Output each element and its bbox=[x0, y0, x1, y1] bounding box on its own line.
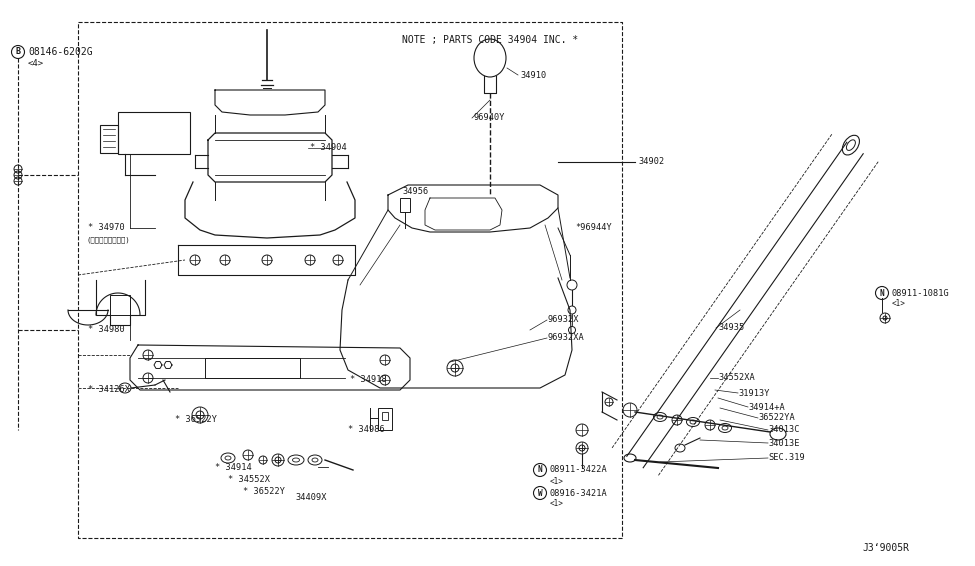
Bar bbox=[382, 412, 388, 420]
Text: 96940Y: 96940Y bbox=[473, 114, 504, 122]
Bar bbox=[378, 408, 392, 430]
Text: 34013C: 34013C bbox=[768, 426, 800, 435]
Text: 34552XA: 34552XA bbox=[718, 374, 755, 383]
Text: W: W bbox=[537, 488, 542, 498]
Text: 08911-1081G: 08911-1081G bbox=[892, 289, 950, 298]
Text: <1>: <1> bbox=[550, 500, 564, 508]
Bar bbox=[205, 358, 300, 378]
Text: *96944Y: *96944Y bbox=[575, 224, 611, 233]
Text: <1>: <1> bbox=[892, 299, 906, 308]
Text: 96932X: 96932X bbox=[548, 315, 579, 324]
Text: N: N bbox=[537, 465, 542, 474]
Text: 34956: 34956 bbox=[402, 187, 428, 196]
Text: 36522YA: 36522YA bbox=[758, 414, 795, 422]
Text: (構成部品は非販売): (構成部品は非販売) bbox=[86, 237, 130, 243]
Text: * 34126X: * 34126X bbox=[88, 385, 130, 395]
Text: * 36522Y: * 36522Y bbox=[175, 415, 217, 424]
Text: <1>: <1> bbox=[550, 477, 564, 486]
Text: 34914+A: 34914+A bbox=[748, 402, 785, 411]
Text: * 34918: * 34918 bbox=[350, 375, 387, 384]
Text: 31913Y: 31913Y bbox=[738, 388, 769, 397]
Text: * 34552X: * 34552X bbox=[228, 475, 270, 484]
Bar bbox=[100, 125, 118, 153]
Text: * 34904: * 34904 bbox=[310, 144, 347, 152]
Text: NOTE ; PARTS CODE 34904 INC. *: NOTE ; PARTS CODE 34904 INC. * bbox=[402, 35, 578, 45]
Text: * 34986: * 34986 bbox=[348, 426, 385, 435]
Text: 34013E: 34013E bbox=[768, 439, 800, 448]
Text: 34902: 34902 bbox=[638, 157, 664, 166]
Text: J3‘9005R: J3‘9005R bbox=[862, 543, 909, 553]
Bar bbox=[118, 112, 190, 154]
Text: <4>: <4> bbox=[28, 58, 44, 67]
Bar bbox=[110, 295, 130, 315]
Text: 96932XA: 96932XA bbox=[548, 333, 585, 342]
Text: * 34970: * 34970 bbox=[88, 224, 125, 233]
Text: N: N bbox=[879, 289, 884, 298]
Bar bbox=[400, 198, 410, 212]
Text: 08146-6202G: 08146-6202G bbox=[28, 47, 93, 57]
Text: 34935: 34935 bbox=[718, 324, 744, 332]
Text: 08911-3422A: 08911-3422A bbox=[550, 465, 607, 474]
Text: SEC.319: SEC.319 bbox=[768, 453, 804, 462]
Text: 34910: 34910 bbox=[520, 71, 546, 79]
Text: * 34980: * 34980 bbox=[88, 325, 125, 335]
Text: 34409X: 34409X bbox=[295, 494, 327, 503]
Text: B: B bbox=[16, 48, 20, 57]
Text: * 36522Y: * 36522Y bbox=[243, 487, 285, 496]
Text: 08916-3421A: 08916-3421A bbox=[550, 488, 607, 498]
Text: * 34914: * 34914 bbox=[215, 464, 252, 473]
